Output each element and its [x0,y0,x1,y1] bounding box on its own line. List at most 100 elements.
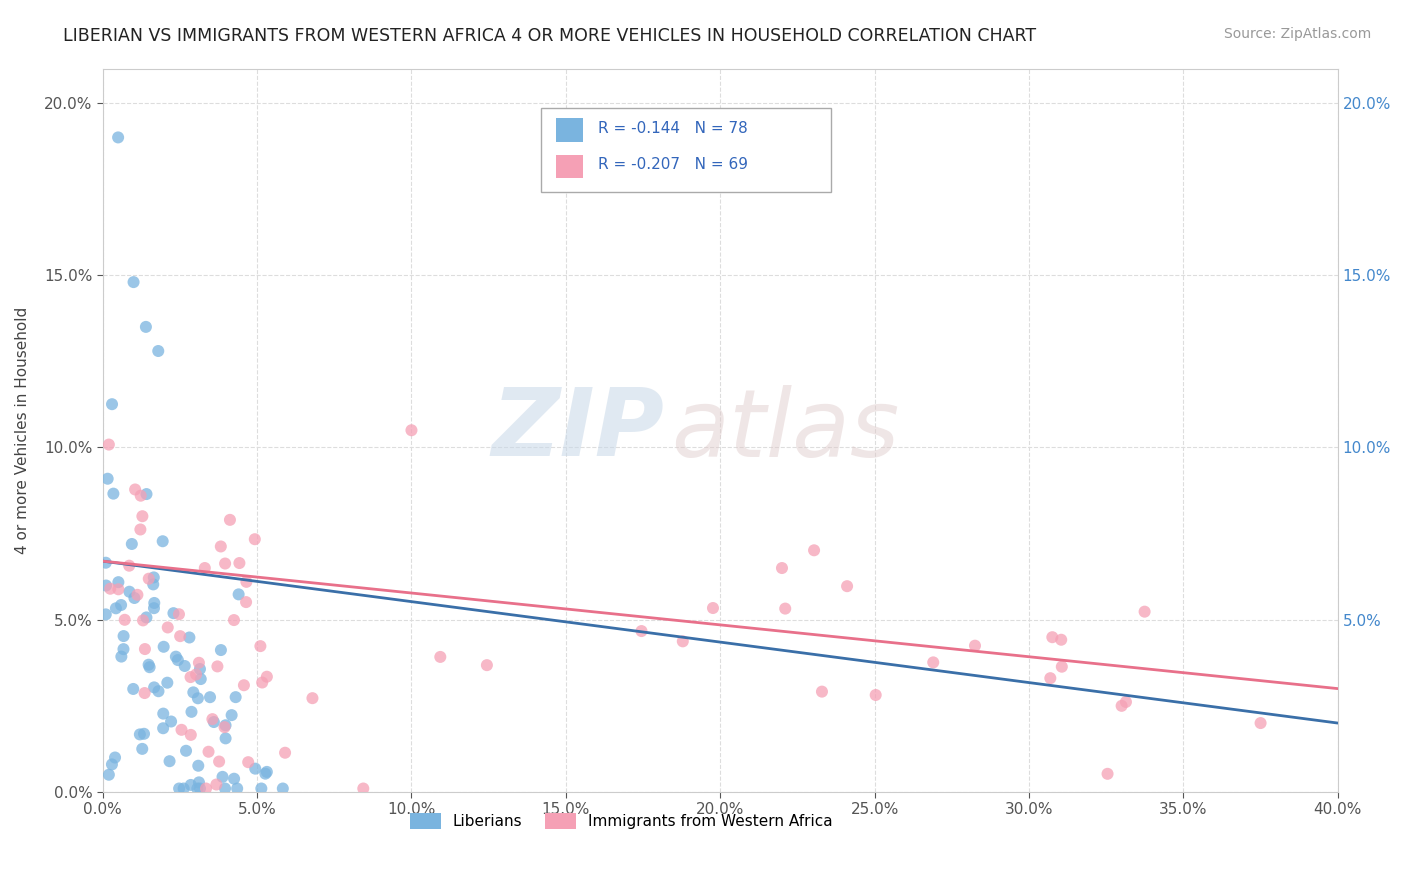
Point [110,649,132,664]
Point [232,678,254,692]
Point [1250,716,1272,731]
Point [143,601,166,615]
Point [127,588,149,602]
Point [186,781,208,796]
Point [107,575,129,590]
Point [256,670,278,684]
Point [180,728,202,742]
Point [214,557,236,571]
Point [173,781,195,796]
Point [187,758,209,772]
Point [401,423,423,437]
Point [118,584,141,599]
Point [221,708,243,723]
Point [770,561,793,575]
Point [188,662,211,676]
Point [135,319,157,334]
Point [94,607,117,622]
Point [132,614,155,628]
Point [963,639,986,653]
Point [194,561,217,575]
Point [143,596,166,610]
Point [142,570,165,584]
Point [174,744,197,758]
Point [1050,659,1073,673]
Point [187,656,209,670]
Point [97,437,120,451]
Point [97,768,120,782]
Point [249,639,271,653]
Point [922,656,945,670]
Point [97,472,120,486]
Point [167,607,190,622]
Point [208,755,231,769]
Point [152,534,174,549]
Point [124,483,146,497]
Point [256,764,278,779]
Point [235,595,257,609]
Point [195,781,218,796]
Point [250,675,273,690]
Point [132,727,155,741]
Point [179,631,201,645]
Point [1133,605,1156,619]
Point [104,750,127,764]
Point [131,742,153,756]
Point [1040,630,1063,644]
Point [243,533,266,547]
Point [198,690,221,705]
Point [162,606,184,620]
Point [865,688,887,702]
Point [121,537,143,551]
Point [167,781,190,796]
Point [129,489,152,503]
FancyBboxPatch shape [555,119,583,142]
Point [429,649,451,664]
Point [101,757,124,772]
Point [214,781,236,796]
Point [207,659,229,673]
Point [226,781,249,796]
Text: ZIP: ZIP [492,384,665,476]
Point [118,558,141,573]
Point [112,629,135,643]
Point [1115,695,1137,709]
Point [180,705,202,719]
Point [124,591,146,605]
Point [219,513,242,527]
Point [128,727,150,741]
Point [104,601,127,615]
Point [222,613,245,627]
Text: Source: ZipAtlas.com: Source: ZipAtlas.com [1223,27,1371,41]
Point [143,681,166,695]
Point [181,685,204,699]
Point [122,681,145,696]
Y-axis label: 4 or more Vehicles in Household: 4 or more Vehicles in Household [15,307,30,554]
Point [112,642,135,657]
Point [352,781,374,796]
Point [142,577,165,591]
Point [835,579,858,593]
Text: atlas: atlas [671,384,898,475]
Point [107,130,129,145]
Point [187,691,209,706]
Point [211,770,233,784]
Point [173,659,195,673]
Point [122,275,145,289]
Point [205,778,228,792]
Point [167,653,190,667]
Point [672,634,695,648]
Point [201,712,224,726]
Point [138,660,160,674]
Point [271,781,294,796]
Point [156,620,179,634]
FancyBboxPatch shape [541,108,831,192]
Point [94,578,117,592]
Point [630,624,652,638]
Point [1050,632,1073,647]
Point [169,629,191,643]
Point [98,582,121,596]
Point [225,690,247,705]
Point [803,543,825,558]
Point [135,487,157,501]
